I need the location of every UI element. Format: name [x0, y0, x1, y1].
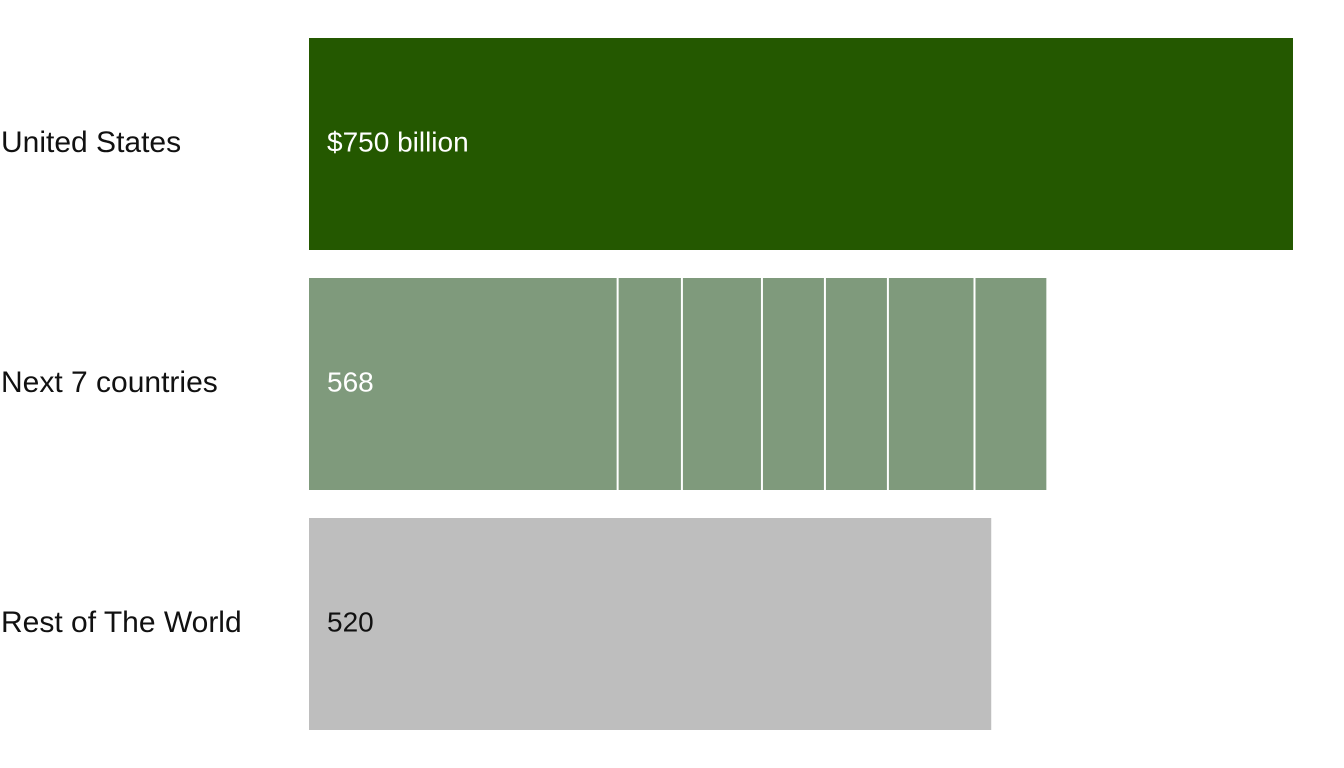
bar-next-7-countries-segment-5 [825, 278, 887, 490]
bar-next-7-countries-segment-7 [975, 278, 1047, 490]
bar-next-7-countries-segment-2 [618, 278, 681, 490]
category-label-next-7-countries: Next 7 countries [1, 366, 218, 399]
bar-united-states [309, 38, 1293, 250]
bars-layer [309, 38, 1293, 730]
bar-next-7-countries-segment-1 [309, 278, 617, 490]
bar-next-7-countries-segment-4 [762, 278, 824, 490]
bar-next-7-countries-segment-3 [682, 278, 761, 490]
value-label-rest-of-the-world: 520 [327, 606, 374, 637]
category-label-united-states: United States [1, 126, 181, 159]
bar-rest-of-the-world [309, 518, 992, 730]
value-label-next-7-countries: 568 [327, 366, 374, 397]
category-label-rest-of-the-world: Rest of The World [1, 606, 242, 639]
labels-layer: United States $750 billion Next 7 countrie… [1, 126, 469, 639]
value-label-united-states: $750 billion [327, 126, 469, 157]
bar-next-7-countries-segment-6 [888, 278, 974, 490]
